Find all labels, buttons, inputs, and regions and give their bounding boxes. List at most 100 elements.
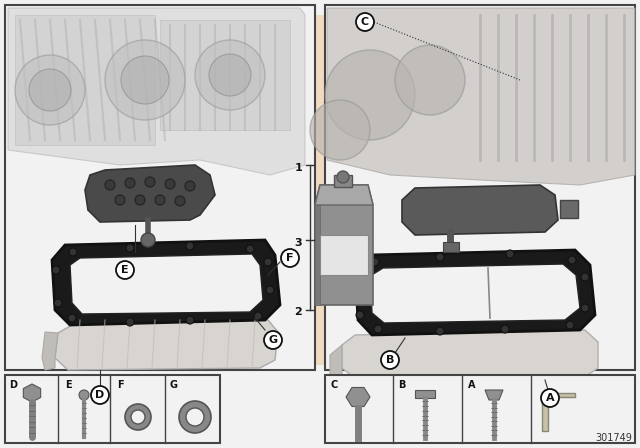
Text: E: E (65, 380, 71, 390)
Circle shape (52, 266, 60, 274)
Circle shape (68, 314, 76, 322)
Circle shape (209, 54, 251, 96)
Circle shape (54, 299, 62, 307)
Polygon shape (315, 185, 373, 305)
Circle shape (501, 325, 509, 333)
Circle shape (131, 410, 145, 424)
Circle shape (135, 195, 145, 205)
Circle shape (246, 245, 254, 253)
Circle shape (264, 331, 282, 349)
Circle shape (186, 242, 194, 250)
Circle shape (566, 321, 574, 329)
Text: F: F (116, 380, 124, 390)
Text: A: A (546, 393, 554, 403)
Polygon shape (42, 332, 58, 370)
Circle shape (254, 312, 262, 320)
Text: B: B (398, 380, 406, 390)
Polygon shape (23, 384, 41, 402)
Circle shape (337, 171, 349, 183)
Circle shape (568, 256, 576, 264)
Circle shape (356, 13, 374, 31)
Circle shape (69, 248, 77, 256)
Circle shape (141, 233, 155, 247)
Text: D: D (95, 390, 104, 400)
Text: 2: 2 (294, 307, 302, 317)
Polygon shape (355, 250, 595, 335)
Circle shape (79, 390, 89, 400)
Bar (560, 200, 578, 218)
Polygon shape (542, 393, 575, 431)
Circle shape (121, 56, 169, 104)
Circle shape (125, 178, 135, 188)
Circle shape (395, 45, 465, 115)
Circle shape (116, 261, 134, 279)
Bar (15, 15, 155, 145)
Polygon shape (85, 165, 215, 222)
Circle shape (436, 327, 444, 335)
Polygon shape (346, 388, 370, 406)
Circle shape (179, 401, 211, 433)
Text: 301749: 301749 (595, 433, 632, 443)
Circle shape (354, 274, 362, 282)
Bar (415, 390, 435, 398)
Circle shape (506, 250, 514, 258)
Circle shape (325, 50, 415, 140)
Circle shape (155, 195, 165, 205)
Circle shape (145, 177, 155, 187)
Text: A: A (468, 380, 476, 390)
Circle shape (281, 249, 299, 267)
Polygon shape (315, 185, 373, 205)
Bar (5, 5, 315, 370)
Circle shape (581, 304, 589, 312)
Circle shape (266, 286, 274, 294)
Bar (334, 175, 352, 187)
Text: D: D (9, 380, 17, 390)
Bar (5, 375, 220, 443)
Circle shape (125, 404, 151, 430)
Circle shape (581, 273, 589, 281)
Circle shape (165, 179, 175, 189)
Circle shape (185, 181, 195, 191)
Polygon shape (8, 8, 305, 175)
Polygon shape (485, 390, 503, 400)
Bar (320, 235, 368, 275)
Circle shape (91, 386, 109, 404)
Text: G: G (169, 380, 177, 390)
Circle shape (195, 40, 265, 110)
Polygon shape (330, 345, 342, 380)
Circle shape (374, 325, 382, 333)
Bar (443, 242, 459, 252)
Polygon shape (402, 185, 558, 235)
Circle shape (126, 244, 134, 252)
Text: 3: 3 (294, 238, 302, 248)
Text: C: C (361, 17, 369, 27)
Polygon shape (370, 264, 580, 323)
Polygon shape (55, 320, 278, 370)
Circle shape (541, 389, 559, 407)
Text: E: E (121, 265, 129, 275)
Circle shape (310, 100, 370, 160)
Circle shape (186, 316, 194, 324)
Text: F: F (286, 253, 294, 263)
Circle shape (126, 318, 134, 326)
Text: B: B (386, 355, 394, 365)
Circle shape (381, 351, 399, 369)
Polygon shape (52, 240, 280, 325)
Bar (160, 20, 290, 130)
Polygon shape (70, 254, 263, 314)
Polygon shape (327, 8, 635, 185)
Circle shape (105, 180, 115, 190)
Circle shape (15, 55, 85, 125)
Circle shape (105, 40, 185, 120)
Text: C: C (330, 380, 338, 390)
Bar (325, 5, 635, 370)
Text: 1: 1 (294, 163, 302, 173)
Polygon shape (200, 15, 440, 365)
Polygon shape (315, 205, 320, 305)
Bar (325, 375, 635, 443)
Circle shape (186, 408, 204, 426)
Text: G: G (268, 335, 278, 345)
Circle shape (264, 258, 272, 266)
Circle shape (371, 258, 379, 266)
Circle shape (356, 311, 364, 319)
